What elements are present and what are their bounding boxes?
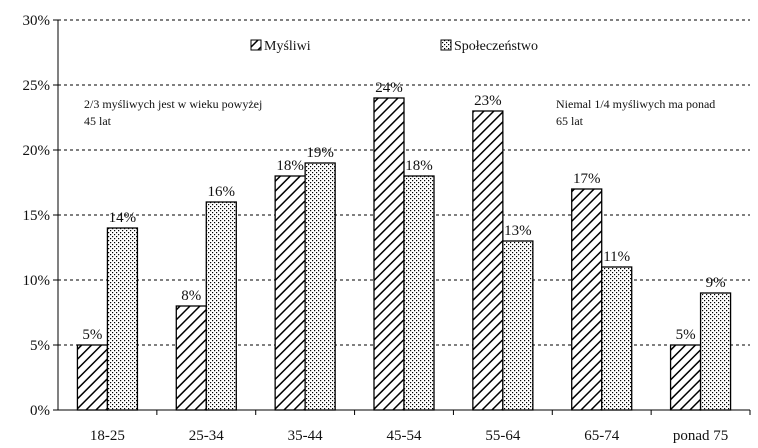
legend-swatch-hatch <box>250 39 262 51</box>
data-label: 9% <box>706 275 726 291</box>
y-tick-label: 20% <box>23 143 51 159</box>
bar-mysliwi <box>373 97 405 411</box>
x-axis-categories: 18-25 25-34 35-44 45-54 55-64 65-74 ponad 75 <box>90 428 728 444</box>
gridlines <box>58 19 750 346</box>
legend-item-mysliwi: Myśliwi <box>250 39 311 54</box>
x-category-label: 45-54 <box>387 428 422 444</box>
data-label: 18% <box>276 158 304 174</box>
x-category-label: 25-34 <box>189 428 224 444</box>
legend-label-spoleczenstwo: Społeczeństwo <box>454 39 538 54</box>
x-category-label: 65-74 <box>584 428 619 444</box>
bar-mysliwi <box>175 305 207 411</box>
bar-spoleczenstwo <box>106 227 139 411</box>
data-label: 24% <box>375 80 403 96</box>
y-tick-label: 0% <box>30 403 50 419</box>
bar-spoleczenstwo <box>601 266 633 411</box>
x-category-label: 18-25 <box>90 428 125 444</box>
x-category-label: 55-64 <box>485 428 520 444</box>
bar-spoleczenstwo <box>403 175 435 411</box>
data-label: 5% <box>676 327 696 343</box>
annotation-left-line-1: 2/3 myśliwych jest w wieku powyżej <box>84 97 262 111</box>
bar-spoleczenstwo <box>205 201 237 411</box>
data-labels: 5%14%8%16%18%19%24%18%23%13%17%11%5%9% <box>82 80 725 343</box>
bar-mysliwi <box>76 344 109 411</box>
bar-spoleczenstwo <box>304 162 336 411</box>
x-category-label: 35-44 <box>288 428 323 444</box>
annotation-right: Niemal 1/4 myśliwych ma ponad 65 lat <box>556 97 718 128</box>
data-label: 14% <box>109 210 137 226</box>
legend-label-mysliwi: Myśliwi <box>264 39 311 54</box>
data-label: 17% <box>573 171 601 187</box>
bars <box>76 97 732 411</box>
annotation-left-line-2: 45 lat <box>84 114 112 128</box>
data-label: 19% <box>306 145 334 161</box>
bar-spoleczenstwo <box>699 292 732 411</box>
legend: Myśliwi Społeczeństwo <box>250 39 538 54</box>
data-label: 13% <box>504 223 532 239</box>
x-category-label: ponad 75 <box>673 428 728 444</box>
annotation-right-line-1: Niemal 1/4 myśliwych ma ponad <box>556 97 715 111</box>
annotation-right-line-2: 65 lat <box>556 114 584 128</box>
y-tick-label: 10% <box>23 273 51 289</box>
data-label: 5% <box>82 327 102 343</box>
legend-swatch-dots <box>440 39 452 51</box>
annotation-left: 2/3 myśliwych jest w wieku powyżej 45 la… <box>84 97 265 128</box>
y-tick-label: 5% <box>30 338 50 354</box>
bar-mysliwi <box>571 188 603 411</box>
data-label: 23% <box>474 93 502 109</box>
y-axis-ticks: 0% 5% 10% 15% 20% 25% 30% <box>23 13 58 419</box>
bar-mysliwi <box>669 344 702 411</box>
data-label: 11% <box>603 249 630 265</box>
bar-spoleczenstwo <box>502 240 534 411</box>
data-label: 16% <box>208 184 236 200</box>
y-tick-label: 30% <box>23 13 51 29</box>
data-label: 18% <box>405 158 433 174</box>
bar-mysliwi <box>472 110 504 411</box>
y-tick-label: 25% <box>23 78 51 94</box>
bar-mysliwi <box>274 175 306 411</box>
annotations: 2/3 myśliwych jest w wieku powyżej 45 la… <box>84 97 718 128</box>
data-label: 8% <box>181 288 201 304</box>
legend-item-spoleczenstwo: Społeczeństwo <box>440 39 538 54</box>
y-tick-label: 15% <box>23 208 51 224</box>
